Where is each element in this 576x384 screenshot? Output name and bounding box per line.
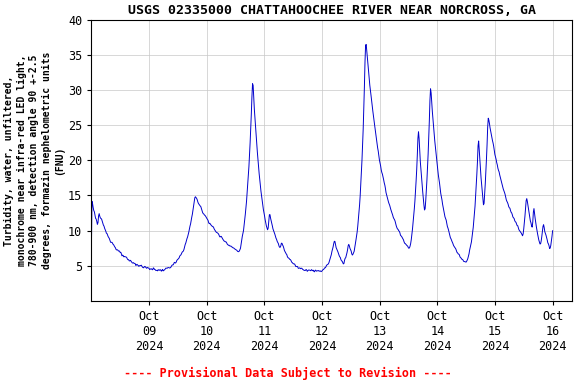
Text: ---- Provisional Data Subject to Revision ----: ---- Provisional Data Subject to Revisio… bbox=[124, 367, 452, 380]
Title: USGS 02335000 CHATTAHOOCHEE RIVER NEAR NORCROSS, GA: USGS 02335000 CHATTAHOOCHEE RIVER NEAR N… bbox=[128, 4, 536, 17]
Y-axis label: Turbidity, water, unfiltered,
monochrome near infra-red LED light,
780-900 nm, d: Turbidity, water, unfiltered, monochrome… bbox=[4, 51, 64, 269]
